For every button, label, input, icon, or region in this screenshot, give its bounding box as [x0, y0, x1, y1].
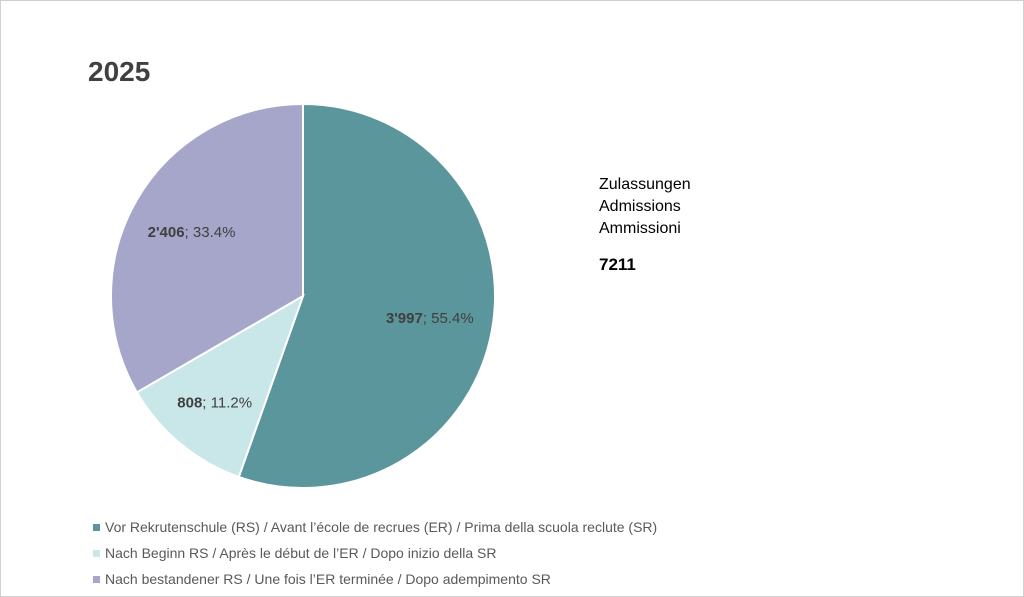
legend-swatch	[93, 575, 100, 583]
chart-title: 2025	[88, 56, 151, 87]
info-label-fr: Admissions	[599, 198, 681, 215]
data-label-percent: ; 11.2%	[202, 394, 252, 411]
data-label-0: 3'997; 55.4%	[386, 310, 474, 327]
info-label-it: Ammissioni	[599, 220, 681, 237]
data-label-percent: ; 33.4%	[185, 224, 236, 241]
pie-slice-2	[110, 102, 304, 394]
legend-swatch	[93, 549, 100, 557]
legend-swatch	[93, 523, 100, 531]
pie-slice-0	[237, 102, 496, 489]
legend-label: Vor Rekrutenschule (RS) / Avant l’école …	[105, 519, 658, 535]
legend-item-1: Nach Beginn RS / Après le début de l’ER …	[93, 540, 657, 566]
data-label-percent: ; 55.4%	[423, 310, 474, 327]
pie-slice-1	[135, 293, 305, 479]
info-label-de: Zulassungen	[599, 176, 691, 193]
data-label-value: 2'406	[148, 224, 185, 241]
data-label-1: 808; 11.2%	[177, 394, 252, 411]
legend-item-2: Nach bestandener RS / Une fois l’ER term…	[93, 566, 657, 592]
admissions-info: Zulassungen Admissions Ammissioni 7211	[599, 174, 691, 276]
legend-item-0: Vor Rekrutenschule (RS) / Avant l’école …	[93, 514, 657, 540]
data-label-value: 3'997	[386, 310, 423, 327]
legend-label: Nach bestandener RS / Une fois l’ER term…	[105, 571, 551, 587]
data-label-value: 808	[177, 394, 202, 411]
legend: Vor Rekrutenschule (RS) / Avant l’école …	[93, 514, 657, 592]
data-label-2: 2'406; 33.4%	[148, 224, 236, 241]
admissions-total: 7211	[599, 255, 636, 274]
legend-label: Nach Beginn RS / Après le début de l’ER …	[105, 545, 497, 561]
